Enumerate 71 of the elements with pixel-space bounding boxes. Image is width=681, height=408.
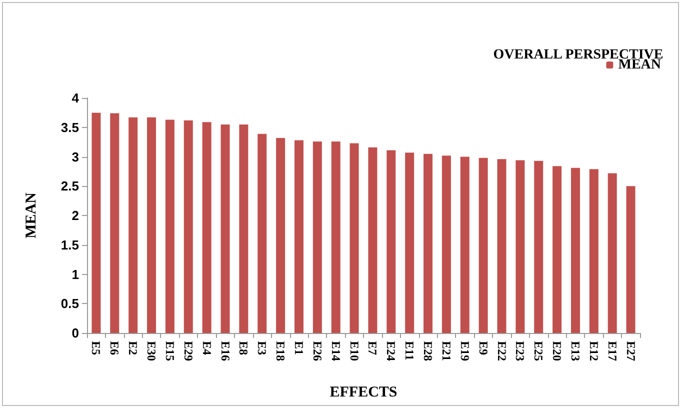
x-tick-label: E7 xyxy=(366,341,380,356)
x-tick-label: E24 xyxy=(384,341,398,362)
bar xyxy=(184,120,193,333)
x-tick-label: E26 xyxy=(310,341,324,362)
bar xyxy=(239,124,248,333)
bar xyxy=(534,160,544,333)
x-tick-label: E21 xyxy=(439,341,454,362)
y-tick-label: 0 xyxy=(72,326,79,340)
bar xyxy=(478,158,488,333)
y-tick-label: 0.5 xyxy=(60,296,79,312)
x-tick-label: E8 xyxy=(236,341,251,356)
x-tick-label: E5 xyxy=(89,341,104,356)
bar xyxy=(626,186,636,333)
bar xyxy=(276,138,286,333)
x-tick-label: E13 xyxy=(568,341,582,362)
x-tick-label: E25 xyxy=(532,341,546,362)
x-tick-label: E11 xyxy=(402,341,417,360)
x-tick-label: E14 xyxy=(328,341,343,362)
bar xyxy=(608,173,617,333)
x-axis-title: EFFECTS xyxy=(330,384,398,400)
bar xyxy=(460,156,470,333)
bar xyxy=(386,150,396,333)
bar xyxy=(442,156,451,333)
bar xyxy=(589,169,598,333)
bar xyxy=(424,154,433,333)
x-tick-label: E12 xyxy=(586,341,601,362)
y-axis-title: MEAN xyxy=(24,192,40,238)
bar xyxy=(128,117,138,333)
x-tick-label: E29 xyxy=(181,341,196,362)
bar xyxy=(147,117,156,333)
x-tick-label: E18 xyxy=(274,341,288,362)
x-tick-label: E19 xyxy=(458,341,472,362)
y-tick-label: 3 xyxy=(72,149,79,164)
bar xyxy=(258,134,267,333)
bar xyxy=(331,141,340,333)
x-tick-label: E4 xyxy=(200,341,214,356)
y-tick-label: 2 xyxy=(72,208,79,223)
x-tick-label: E27 xyxy=(624,341,638,362)
x-tick-label: E9 xyxy=(476,341,490,356)
x-tick-label: E10 xyxy=(347,341,362,362)
bar xyxy=(220,124,230,333)
x-tick-label: E28 xyxy=(421,341,436,362)
y-tick-label: 4 xyxy=(72,90,80,106)
x-tick-label: E3 xyxy=(255,341,270,356)
bar xyxy=(110,113,120,333)
bar xyxy=(497,159,506,333)
y-tick-label: 2.5 xyxy=(60,178,79,194)
x-tick-label: E23 xyxy=(513,341,528,362)
x-tick-label: E20 xyxy=(550,341,564,362)
y-tick-label: 1 xyxy=(72,266,79,282)
x-tick-label: E15 xyxy=(162,341,177,362)
x-tick-label: E17 xyxy=(605,341,620,362)
x-tick-label: E1 xyxy=(292,341,306,356)
x-tick-label: E2 xyxy=(126,341,140,356)
bar xyxy=(312,141,322,333)
bar xyxy=(202,122,212,333)
bar xyxy=(368,147,378,333)
x-tick-label: E30 xyxy=(144,341,159,362)
bar xyxy=(350,143,359,333)
bar xyxy=(405,152,414,333)
bar xyxy=(552,166,562,333)
bar xyxy=(516,160,525,333)
bar xyxy=(92,112,101,333)
y-tick-label: 3.5 xyxy=(60,120,79,135)
x-tick-label: E22 xyxy=(494,341,509,362)
bar xyxy=(165,120,174,333)
bar xyxy=(570,168,580,333)
x-tick-label: E16 xyxy=(218,341,232,362)
bar xyxy=(294,140,304,333)
x-tick-label: E6 xyxy=(108,341,122,356)
y-tick-label: 1.5 xyxy=(60,237,79,252)
